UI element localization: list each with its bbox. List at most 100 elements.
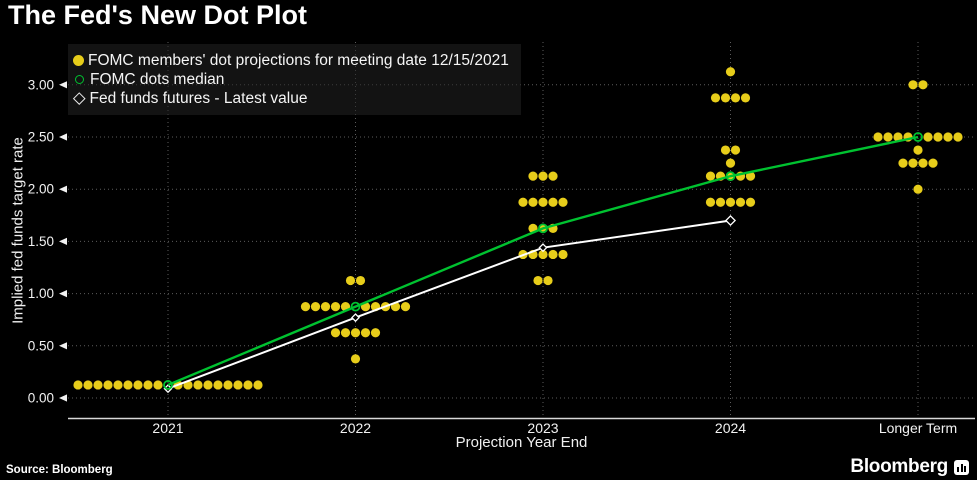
- projection-dot: [883, 132, 893, 142]
- projection-dot: [893, 132, 903, 142]
- projection-dot: [93, 380, 103, 390]
- projection-dot: [203, 380, 213, 390]
- x-tick-label: 2021: [152, 420, 183, 436]
- projection-dot: [735, 197, 746, 207]
- projection-dot: [913, 145, 923, 155]
- y-tick-label: 0.50: [28, 338, 54, 353]
- green-circle-icon: [75, 75, 84, 84]
- projection-dot: [538, 197, 548, 207]
- projection-dot: [528, 171, 538, 181]
- bloomberg-terminal-icon: [954, 459, 969, 475]
- projection-dot: [133, 380, 143, 390]
- projection-dot: [558, 197, 568, 207]
- legend-label: FOMC dots median: [90, 70, 225, 88]
- projection-dot: [548, 249, 558, 260]
- projection-dot: [103, 380, 113, 390]
- projection-dot: [370, 328, 381, 338]
- projection-dot: [350, 354, 361, 364]
- projection-dot: [715, 197, 726, 207]
- projection-dot: [720, 145, 731, 155]
- projection-dot: [725, 197, 736, 207]
- projection-dot: [528, 197, 538, 207]
- y-tick-label: 2.00: [28, 182, 54, 197]
- projection-dot: [345, 275, 356, 286]
- projection-dot: [705, 171, 716, 181]
- projection-dot: [123, 380, 133, 390]
- median-circle-marker: [725, 171, 736, 182]
- projection-dot: [928, 158, 938, 168]
- white-diamond-icon: [73, 92, 86, 105]
- projection-dot: [310, 302, 321, 312]
- projection-dot: [320, 302, 331, 312]
- projection-dot: [143, 380, 153, 390]
- projection-dot: [730, 145, 741, 155]
- projection-dot: [720, 93, 731, 103]
- legend-label: Fed funds futures - Latest value: [89, 89, 308, 107]
- projection-dot: [918, 80, 928, 90]
- y-tick-arrow-icon: [59, 185, 67, 193]
- projection-dot: [725, 158, 736, 168]
- projection-dot: [330, 328, 341, 338]
- projection-dot: [725, 67, 736, 77]
- legend-item-dots: FOMC members' dot projections for meetin…: [73, 51, 509, 70]
- y-tick-label: 3.00: [28, 77, 54, 92]
- projection-dot: [548, 171, 558, 181]
- y-tick-arrow-icon: [59, 133, 67, 141]
- y-tick-arrow-icon: [59, 394, 67, 402]
- projection-dot: [908, 80, 918, 90]
- projection-dot: [953, 132, 963, 142]
- x-axis-title: Projection Year End: [455, 434, 588, 451]
- projection-dot: [873, 132, 883, 142]
- projection-dot: [153, 380, 163, 390]
- projection-dot: [745, 171, 756, 181]
- projection-dot: [518, 197, 528, 207]
- gridlines: 0.00 0.50 1.00 1.50 2.00 2.50 3.00 2021 2022 2023…: [28, 42, 975, 436]
- y-tick-arrow-icon: [59, 81, 67, 89]
- legend-item-futures: Fed funds futures - Latest value: [73, 89, 509, 108]
- x-tick-label: Longer Term: [879, 420, 957, 436]
- projection-dot: [548, 197, 558, 207]
- projection-dot: [400, 302, 411, 312]
- y-tick-arrow-icon: [59, 290, 67, 298]
- legend-item-median: FOMC dots median: [73, 70, 509, 89]
- projection-dot: [898, 158, 908, 168]
- projection-dot: [340, 328, 351, 338]
- projection-dot: [918, 158, 928, 168]
- projection-dot: [243, 380, 253, 390]
- projection-dot: [913, 184, 923, 194]
- projection-dot: [113, 380, 123, 390]
- projection-dot: [558, 249, 568, 260]
- projection-dot: [538, 171, 548, 181]
- projection-dot: [740, 93, 751, 103]
- projection-dot: [193, 380, 203, 390]
- projection-dot: [923, 132, 933, 142]
- futures-diamond-marker: [350, 313, 361, 323]
- projection-dot: [223, 380, 233, 390]
- page-title: The Fed's New Dot Plot: [8, 0, 307, 30]
- y-axis-title: Implied fed funds target rate: [9, 137, 27, 324]
- projection-dot: [300, 302, 311, 312]
- futures-diamond-marker: [724, 215, 737, 227]
- projection-dot: [533, 275, 543, 286]
- y-tick-label: 2.50: [28, 130, 54, 145]
- projection-dot: [233, 380, 243, 390]
- x-tick-label: 2024: [715, 420, 746, 436]
- y-tick-arrow-icon: [59, 342, 67, 350]
- median-circle-marker: [163, 380, 173, 390]
- y-tick-arrow-icon: [59, 237, 67, 245]
- projection-dot: [730, 93, 741, 103]
- projection-dot: [745, 197, 756, 207]
- projection-dot: [350, 328, 361, 338]
- fomc-dot-series: [73, 67, 963, 390]
- projection-dot: [908, 158, 918, 168]
- median-line: [167, 135, 919, 387]
- bloomberg-logo: Bloomberg: [850, 456, 969, 478]
- projection-dot: [253, 380, 263, 390]
- projection-dot: [83, 380, 93, 390]
- legend-label: FOMC members' dot projections for meetin…: [88, 51, 509, 69]
- y-tick-label: 0.00: [28, 391, 54, 406]
- projection-dot: [538, 249, 548, 260]
- median-circle-marker: [913, 132, 923, 142]
- projection-dot: [73, 380, 83, 390]
